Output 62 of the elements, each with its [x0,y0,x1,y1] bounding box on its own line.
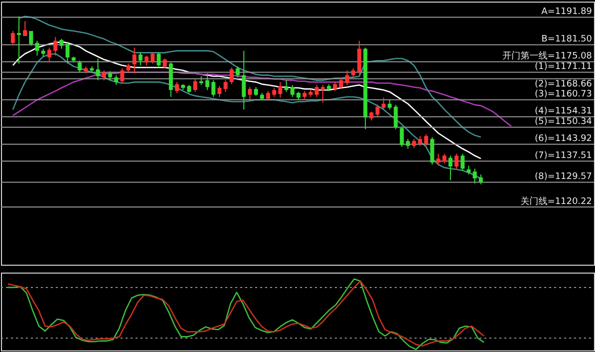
candlestick [132,47,136,74]
candlestick [320,84,325,104]
candlestick [448,155,452,181]
candlestick [314,84,319,98]
candlestick [436,153,440,166]
ref-line-label: 开门第一线=1175.08 [502,50,592,62]
candlestick [174,82,179,94]
candlestick [284,80,288,92]
ref-line-label: (5)=1150.34 [534,117,592,128]
candlestick [35,40,40,56]
candlestick [406,138,410,150]
candlestick [376,104,380,117]
candlestick [418,136,422,146]
candlestick [53,36,58,56]
candlestick [96,58,100,81]
candlestick [78,60,82,73]
candlestick [29,30,34,46]
candlestick [230,67,234,85]
ref-line-label: 关门线=1120.22 [520,196,592,207]
candlestick [424,134,428,146]
candlestick [430,136,434,166]
ref-line-label: (2)=1168.66 [534,80,592,90]
candlestick [224,80,228,92]
candlestick [156,52,161,68]
candlestick [454,153,459,170]
candlestick [460,153,465,171]
candlestick [59,38,64,50]
candlestick [205,72,210,90]
candlestick [193,78,198,92]
candlestick [236,66,240,78]
ref-line-label: (3)=1160.73 [534,90,592,100]
candlestick [357,40,362,75]
candlestick [138,52,142,66]
candlestick [211,80,216,98]
candlestick [150,52,155,64]
candlestick [345,70,350,86]
ref-line-label: (4)=1154.31 [534,106,592,117]
candlestick [162,58,167,69]
candlestick [248,86,252,100]
ref-line-label: B=1181.50 [541,34,592,45]
ref-line-label: (8)=1129.57 [534,172,592,182]
candlestick [144,55,149,66]
candlestick [290,84,294,98]
candlestick [66,41,70,64]
candlestick [242,50,246,110]
candlestick [47,47,52,63]
candlestick [218,86,222,98]
candlestick [10,30,15,46]
candlestick [472,168,477,184]
candlestick [442,153,446,164]
candlestick [400,126,404,148]
candlestick [278,82,282,98]
candlestick [114,74,118,86]
candlestick [339,78,344,90]
ref-line-label: (6)=1143.92 [534,134,592,144]
ref-line-label: A=1191.89 [541,7,592,18]
candlestick [102,70,106,81]
candlestick [23,20,27,36]
candlestick [16,16,21,64]
ref-line-label: (7)=1137.51 [534,151,592,162]
candlestick [478,174,483,185]
ref-line-label: (1)=1171.11 [534,62,592,72]
